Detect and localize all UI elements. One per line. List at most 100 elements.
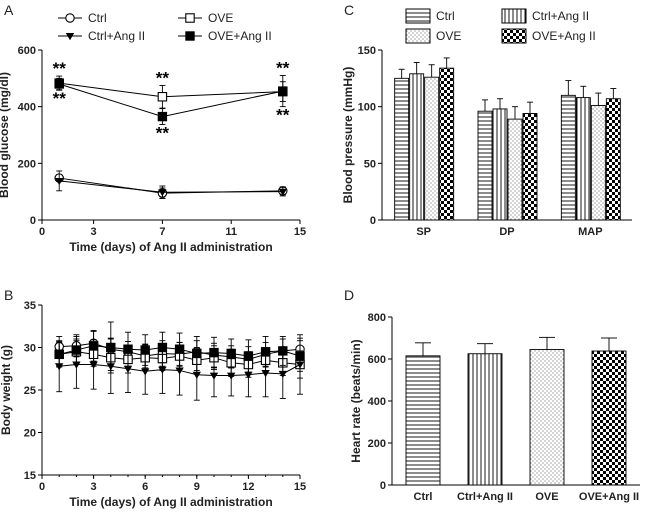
x-tick-label: 9: [194, 481, 200, 493]
legend-swatch: [501, 28, 527, 44]
legend-item: Ctrl: [58, 11, 107, 25]
bar-ove-ang-ii: [591, 350, 627, 486]
significance-marker: **: [276, 106, 290, 125]
x-tick-label: 12: [242, 481, 254, 493]
bar-ove-ang-ii: [439, 67, 455, 221]
series-ctrl: [54, 173, 288, 199]
legend-item: OVE: [405, 28, 461, 44]
x-tick-label: 11: [225, 226, 237, 238]
x-category-label: OVE+Ang II: [579, 491, 639, 503]
data-point: [141, 368, 150, 376]
data-point: [157, 111, 168, 122]
bar-ove: [507, 118, 523, 221]
legend-marker: [65, 33, 75, 41]
data-point: [55, 363, 64, 371]
legend-label: OVE+Ang II: [532, 29, 596, 43]
legend-swatch: [405, 28, 431, 44]
legend-item: Ctrl+Ang II: [501, 8, 589, 24]
data-point: [261, 370, 270, 378]
x-category-label: Ctrl: [414, 491, 433, 503]
bar-ctrl: [477, 110, 493, 221]
data-point: [278, 86, 288, 96]
y-tick-label: 400: [18, 102, 36, 114]
data-point: [54, 79, 64, 89]
x-category-label: OVE: [535, 491, 558, 503]
bar-ctrl: [560, 94, 576, 221]
x-category-label: DP: [499, 226, 514, 238]
y-tick-label: 600: [368, 354, 386, 366]
bar-ctrl-ang-ii: [492, 108, 508, 221]
legend-label: OVE: [208, 11, 233, 25]
x-axis-label: Time (days) of Ang II administration: [69, 495, 272, 509]
bar-ove-ang-ii: [522, 113, 538, 221]
significance-marker: **: [53, 59, 67, 78]
bar-ove: [424, 76, 440, 221]
x-tick-label: 15: [294, 226, 306, 238]
y-axis-label: Blood pressure (mmHg): [341, 67, 355, 204]
y-tick-label: 150: [358, 45, 376, 57]
y-tick-label: 0: [380, 480, 386, 492]
legend-marker: [185, 13, 195, 23]
data-point: [227, 372, 236, 380]
data-point: [55, 177, 64, 186]
bar-ctrl-ang-ii: [467, 353, 503, 486]
legend-marker: [65, 13, 75, 23]
x-tick-label: 3: [91, 226, 97, 238]
legend-label: Ctrl+Ang II: [88, 29, 145, 43]
bar-ove-ang-ii: [605, 98, 621, 221]
data-point: [175, 367, 184, 375]
panel-label-d: D: [344, 287, 354, 303]
y-tick-label: 200: [368, 438, 386, 450]
data-point: [123, 365, 133, 373]
bar-ove: [529, 349, 565, 486]
legend-label: Ctrl: [436, 9, 455, 23]
data-point: [158, 366, 167, 374]
data-point: [209, 372, 219, 380]
y-tick-label: 35: [24, 300, 36, 312]
data-point: [157, 92, 168, 102]
y-tick-label: 15: [24, 470, 36, 482]
series-ove-ang-ii: [54, 75, 288, 125]
y-tick-label: 400: [368, 396, 386, 408]
legend-swatch: [501, 8, 527, 24]
legend-item: OVE+Ang II: [178, 29, 272, 43]
panel-label-c: C: [344, 2, 354, 18]
panel-label-a: A: [4, 2, 14, 18]
legend-item: OVE: [178, 11, 233, 25]
body-weight-chart: 15 20 25 30 35 0 3 6 9 12 15 Body weight (g) Time (d…: [0, 300, 306, 509]
y-axis-label: Body weight (g): [0, 345, 13, 435]
x-tick-label: 6: [142, 481, 148, 493]
glucose-chart: 0 200 400 600 0 3 7 11 15 Blood glucose (mg/dl) Ti…: [0, 11, 306, 254]
legend-item: Ctrl: [405, 8, 455, 24]
data-point: [278, 188, 287, 196]
y-tick-label: 50: [364, 158, 376, 170]
bar-ctrl: [405, 355, 441, 486]
data-point: [295, 361, 305, 369]
legend-label: OVE+Ang II: [208, 29, 272, 43]
data-point: [72, 361, 81, 369]
legend-label: Ctrl+Ang II: [532, 9, 589, 23]
bar-ctrl: [394, 77, 410, 221]
x-axis-label: Time (days) of Ang II administration: [69, 240, 272, 254]
y-tick-label: 25: [24, 385, 36, 397]
bar-ctrl-ang-ii: [575, 97, 591, 221]
x-category-label: Ctrl+Ang II: [457, 491, 513, 503]
y-axis-label: Blood glucose (mg/dl): [0, 72, 11, 198]
legend-marker: [185, 31, 195, 41]
series-ove: [54, 75, 288, 109]
significance-marker: **: [156, 124, 170, 143]
bar-ove: [590, 105, 606, 221]
legend-item: Ctrl+Ang II: [58, 29, 145, 43]
y-tick-label: 600: [18, 45, 36, 57]
y-tick-label: 200: [18, 158, 36, 170]
data-point: [106, 363, 115, 371]
data-point: [89, 361, 98, 369]
y-tick-label: 100: [358, 102, 376, 114]
heart-rate-chart: 0 200 400 600 800 Heart rate (beats/min) Ctrl C…: [349, 312, 640, 503]
legend-swatch: [405, 8, 431, 24]
data-point: [244, 371, 253, 379]
bar-ctrl-ang-ii: [409, 73, 425, 221]
x-tick-label: 3: [91, 481, 97, 493]
